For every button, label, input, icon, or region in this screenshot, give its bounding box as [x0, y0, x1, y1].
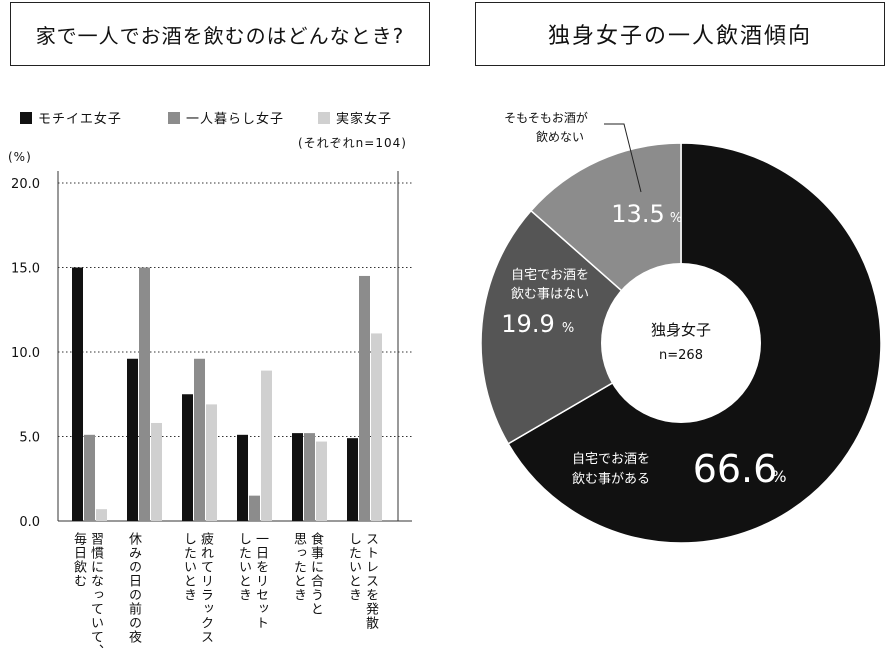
bar-0-0	[72, 267, 83, 521]
right-chart-title: 独身女子の一人飲酒傾向	[475, 2, 885, 66]
donut-hole	[601, 263, 761, 423]
legend-swatch	[20, 111, 32, 124]
slice-value: 13.5	[611, 200, 664, 228]
legend-swatch	[168, 111, 180, 124]
bar-4-1	[304, 433, 315, 521]
bar-0-1	[84, 434, 95, 521]
y-tick-label: 15.0	[11, 262, 40, 277]
y-tick-label: 5.0	[19, 431, 40, 446]
donut-center-n: n=268	[659, 348, 703, 363]
slice-label: 飲めない	[536, 129, 584, 144]
bar-5-1	[359, 275, 370, 521]
slice-value: 66.6	[693, 447, 778, 491]
bar-1-0	[127, 358, 138, 521]
slice-unit: %	[771, 467, 786, 486]
bar-1-1	[139, 267, 150, 521]
bar-4-2	[316, 441, 327, 521]
leader-line	[604, 123, 642, 193]
left-chart-title: 家で一人でお酒を飲むのはどんなとき?	[10, 2, 430, 66]
category-label: 疲れてリラックス したいとき	[181, 532, 213, 644]
category-label: 休みの日の前の夜	[126, 532, 141, 644]
slice-label: 自宅でお酒を	[572, 452, 650, 467]
donut-center-label: 独身女子	[651, 321, 711, 339]
bar-4-0	[292, 433, 303, 521]
slice-unit: %	[562, 321, 574, 336]
y-tick-label: 20.0	[11, 177, 40, 192]
bar-3-1	[249, 495, 260, 521]
legend-label: 一人暮らし女子	[186, 112, 285, 127]
bar-1-2	[151, 422, 162, 521]
category-label: 習慣になっていて、 毎日飲む	[71, 532, 103, 658]
bar-2-1	[194, 358, 205, 521]
bar-3-2	[261, 370, 272, 521]
y-tick-label: 0.0	[19, 515, 40, 530]
slice-label: そもそもお酒が	[504, 110, 588, 125]
slice-label: 飲む事がある	[572, 471, 650, 487]
slice-unit: %	[670, 211, 682, 226]
bar-3-0	[237, 434, 248, 521]
category-label: 食事に合うと 思ったとき	[291, 532, 323, 616]
bar-5-0	[347, 438, 358, 521]
legend-item: 一人暮らし女子	[168, 108, 284, 127]
y-tick-label: 10.0	[11, 346, 40, 361]
donut-slice-1	[480, 209, 683, 445]
bar-2-2	[206, 404, 217, 521]
y-axis-unit: (%)	[8, 150, 32, 164]
legend-swatch	[318, 111, 330, 124]
slice-label: 飲む事はない	[511, 286, 589, 302]
bar-5-2	[371, 333, 382, 521]
legend-item: 実家女子	[318, 108, 392, 127]
bar-2-0	[182, 394, 193, 521]
slice-value: 19.9	[501, 310, 554, 338]
bar-0-2	[96, 509, 107, 521]
slice-label: 自宅でお酒を	[511, 268, 589, 283]
legend-label: モチイエ女子	[38, 112, 122, 127]
sample-size-note: (それぞれn=104)	[298, 136, 407, 150]
category-label: ストレスを発散 したいとき	[346, 532, 378, 630]
category-label: 一日をリセット したいとき	[236, 532, 268, 630]
legend-label: 実家女子	[336, 112, 393, 127]
legend-item: モチイエ女子	[20, 108, 122, 127]
